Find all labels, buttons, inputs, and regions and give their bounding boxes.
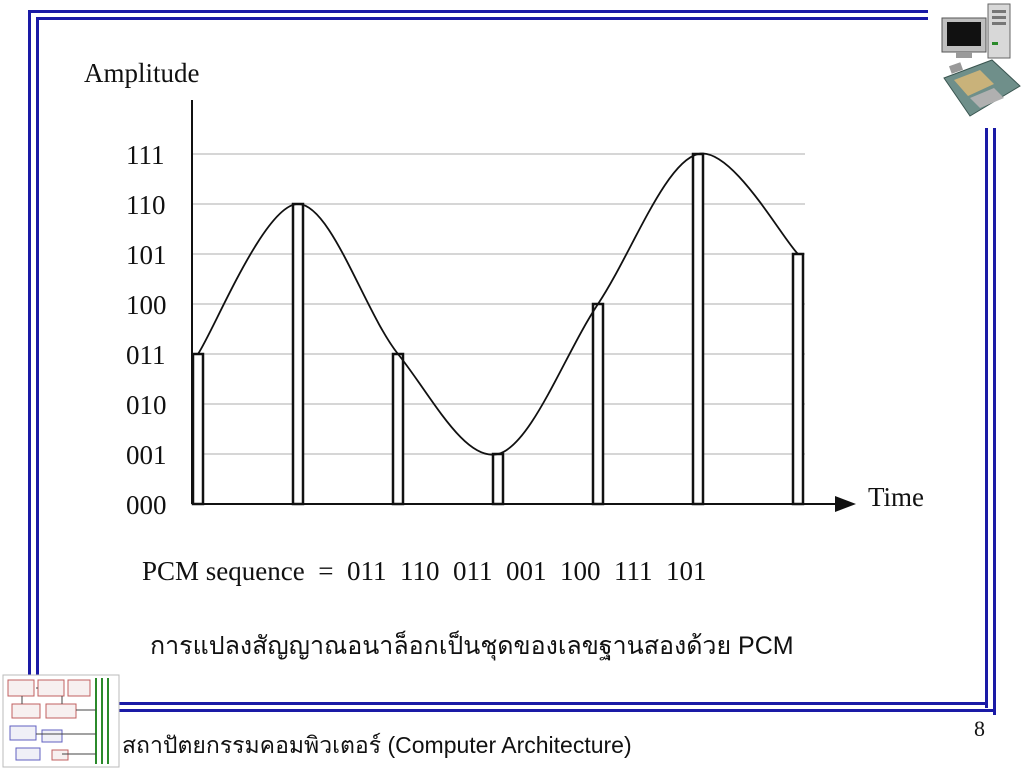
grid-lines bbox=[192, 153, 805, 455]
page-number: 8 bbox=[974, 716, 985, 741]
sample-pulse-4 bbox=[491, 452, 505, 506]
sample-pulse-3 bbox=[391, 352, 405, 506]
motherboard-icon bbox=[943, 59, 1021, 117]
y-tick-label-001: 001 bbox=[126, 440, 167, 470]
x-axis-arrow bbox=[835, 496, 856, 512]
y-tick-label-000: 000 bbox=[126, 490, 167, 520]
y-tick-label-010: 010 bbox=[126, 390, 167, 420]
analog-signal-curve bbox=[197, 152, 799, 456]
pcm-sequence-label: PCM sequence = 011 110 011 001 100 111 1… bbox=[142, 556, 707, 586]
frame-right-line-1 bbox=[985, 128, 988, 708]
footer-title: สถาปัตยกรรมคอมพิวเตอร์ (Computer Archite… bbox=[122, 732, 632, 758]
frame-bottom-line-1 bbox=[118, 702, 988, 705]
y-tick-label-100: 100 bbox=[126, 290, 167, 320]
frame-top-line-1 bbox=[28, 10, 928, 13]
sample-pulses bbox=[191, 152, 805, 506]
frame-left-line-2 bbox=[36, 17, 39, 678]
computer-tower-icon bbox=[941, 3, 1011, 59]
y-axis-label: Amplitude bbox=[84, 58, 200, 88]
y-tick-label-110: 110 bbox=[126, 190, 166, 220]
sample-pulse-5 bbox=[591, 302, 605, 506]
x-axis-label: Time bbox=[868, 482, 924, 512]
frame-left-line-1 bbox=[28, 10, 31, 678]
frame-top-line-2 bbox=[36, 17, 928, 20]
y-tick-label-101: 101 bbox=[126, 240, 167, 270]
y-tick-labels: 000 001 010 011 100 101 110 111 bbox=[126, 140, 167, 520]
sample-pulse-1 bbox=[191, 352, 205, 506]
sample-pulse-6 bbox=[691, 152, 705, 506]
sample-pulse-7 bbox=[791, 252, 805, 506]
pcm-chart: 000 001 010 011 100 101 110 111 Amplitude Time bbox=[84, 58, 924, 520]
frame-bottom-line-2 bbox=[118, 709, 996, 712]
y-tick-label-111: 111 bbox=[126, 140, 165, 170]
y-tick-label-011: 011 bbox=[126, 340, 166, 370]
frame-right-line-2 bbox=[993, 128, 996, 715]
sample-pulse-2 bbox=[291, 202, 305, 506]
system-diagram-icon bbox=[2, 674, 120, 768]
slide-caption: การแปลงสัญญาณอนาล็อกเป็นชุดของเลขฐานสองด… bbox=[150, 632, 794, 660]
